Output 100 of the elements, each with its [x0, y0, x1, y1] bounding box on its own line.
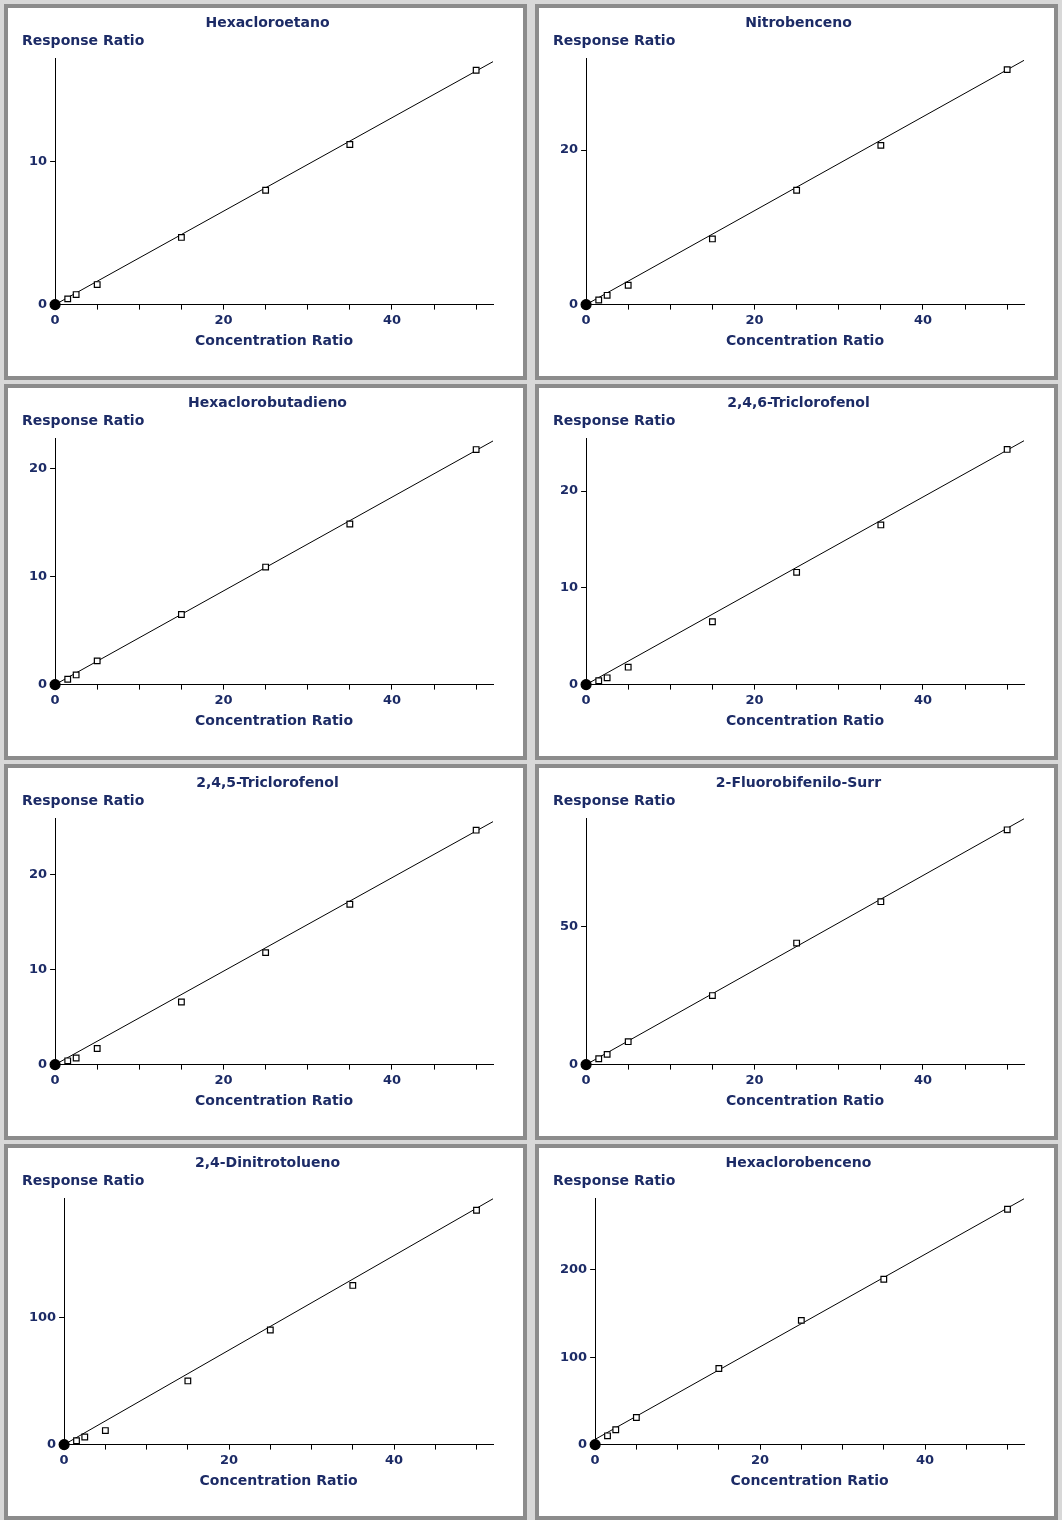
- point: [472, 66, 480, 74]
- point: [64, 1057, 72, 1065]
- y-axis-title: Response Ratio: [22, 1172, 146, 1188]
- point: [632, 1414, 640, 1421]
- point: [877, 141, 885, 149]
- x-tick-label: 40: [384, 1451, 404, 1467]
- x-axis-title: Concentration Ratio: [195, 712, 354, 729]
- point: [346, 900, 354, 908]
- point: [595, 1055, 603, 1063]
- x-axis-title: Concentration Ratio: [726, 712, 885, 729]
- y-tick-label: 0: [569, 1055, 579, 1071]
- y-tick-label: 0: [569, 675, 579, 691]
- y-tick-label: 20: [560, 141, 579, 157]
- x-tick-label: 20: [745, 311, 764, 327]
- point: [589, 1439, 601, 1451]
- x-tick-label: 0: [590, 1451, 600, 1467]
- point: [58, 1439, 70, 1451]
- point: [1003, 446, 1011, 453]
- y-axis-title: Response Ratio: [553, 1172, 677, 1188]
- point: [793, 939, 801, 947]
- y-tick-label: 10: [29, 568, 48, 584]
- chart-title: 2,4-Dinitrotolueno: [193, 1154, 342, 1170]
- point: [624, 1038, 632, 1046]
- point: [877, 898, 885, 906]
- x-tick-label: 20: [214, 1071, 233, 1087]
- y-tick-label: 0: [38, 295, 48, 311]
- x-axis-title: Concentration Ratio: [726, 1092, 885, 1109]
- point: [101, 1427, 109, 1435]
- point: [72, 291, 80, 299]
- point: [1003, 826, 1011, 834]
- point: [880, 1275, 888, 1283]
- point: [177, 234, 185, 241]
- point: [346, 141, 354, 148]
- x-tick-label: 20: [220, 1451, 239, 1467]
- y-tick-label: 0: [38, 675, 48, 691]
- point: [595, 677, 603, 685]
- point: [708, 992, 716, 999]
- y-tick-label: 10: [29, 153, 48, 169]
- point: [612, 1426, 620, 1434]
- point: [603, 291, 611, 299]
- point: [177, 998, 185, 1006]
- point: [624, 663, 632, 671]
- point: [72, 1054, 80, 1062]
- point: [580, 299, 592, 311]
- point: [708, 235, 716, 243]
- y-tick-label: 100: [560, 1348, 588, 1364]
- y-tick-label: 10: [29, 961, 48, 977]
- point: [93, 657, 101, 665]
- x-axis-title: Concentration Ratio: [730, 1472, 889, 1489]
- y-tick-label: 200: [560, 1261, 588, 1277]
- y-axis-title: Response Ratio: [553, 792, 677, 808]
- point: [708, 618, 716, 626]
- x-tick-label: 40: [913, 691, 932, 707]
- y-tick-label: 10: [560, 579, 579, 595]
- y-tick-label: 0: [38, 1055, 48, 1071]
- point: [1003, 66, 1011, 74]
- point: [93, 281, 101, 289]
- point: [81, 1433, 89, 1441]
- point: [93, 1045, 101, 1052]
- x-tick-label: 20: [214, 311, 233, 327]
- point: [715, 1365, 723, 1372]
- y-axis-title: Response Ratio: [22, 792, 146, 808]
- y-tick-label: 50: [560, 917, 579, 933]
- x-axis-title: Concentration Ratio: [199, 1472, 358, 1489]
- y-axis-title: Response Ratio: [553, 32, 677, 48]
- chart-title: 2,4,6-Triclorofenol: [726, 394, 871, 410]
- point: [793, 186, 801, 194]
- x-tick-label: 40: [915, 1451, 935, 1467]
- point: [184, 1377, 192, 1385]
- y-tick-label: 0: [578, 1435, 588, 1451]
- point: [49, 299, 61, 311]
- x-tick-label: 40: [913, 1071, 932, 1087]
- chart-title: Hexaclorobutadieno: [187, 394, 348, 410]
- point: [49, 1059, 61, 1071]
- point: [346, 520, 354, 528]
- chart-title: Hexaclorobenceno: [724, 1154, 873, 1170]
- point: [473, 1206, 480, 1214]
- point: [877, 521, 885, 529]
- point: [472, 826, 480, 834]
- point: [262, 186, 270, 194]
- point: [603, 1050, 611, 1058]
- point: [262, 949, 270, 957]
- chart-title: 2,4,5-Triclorofenol: [195, 774, 340, 790]
- point: [595, 296, 603, 304]
- chart-title: Hexacloroetano: [204, 14, 331, 30]
- x-tick-label: 0: [59, 1451, 69, 1467]
- chart-title: Nitrobenceno: [744, 14, 853, 30]
- y-tick-label: 100: [29, 1308, 57, 1324]
- point: [72, 671, 80, 679]
- point: [349, 1281, 357, 1289]
- point: [604, 1432, 611, 1440]
- y-tick-label: 20: [29, 866, 48, 882]
- point: [177, 611, 185, 618]
- point: [603, 674, 611, 682]
- point: [793, 568, 801, 576]
- x-tick-label: 20: [214, 691, 233, 707]
- y-tick-label: 20: [29, 460, 48, 476]
- point: [624, 281, 632, 289]
- y-axis-title: Response Ratio: [22, 412, 146, 428]
- x-tick-label: 20: [745, 1071, 764, 1087]
